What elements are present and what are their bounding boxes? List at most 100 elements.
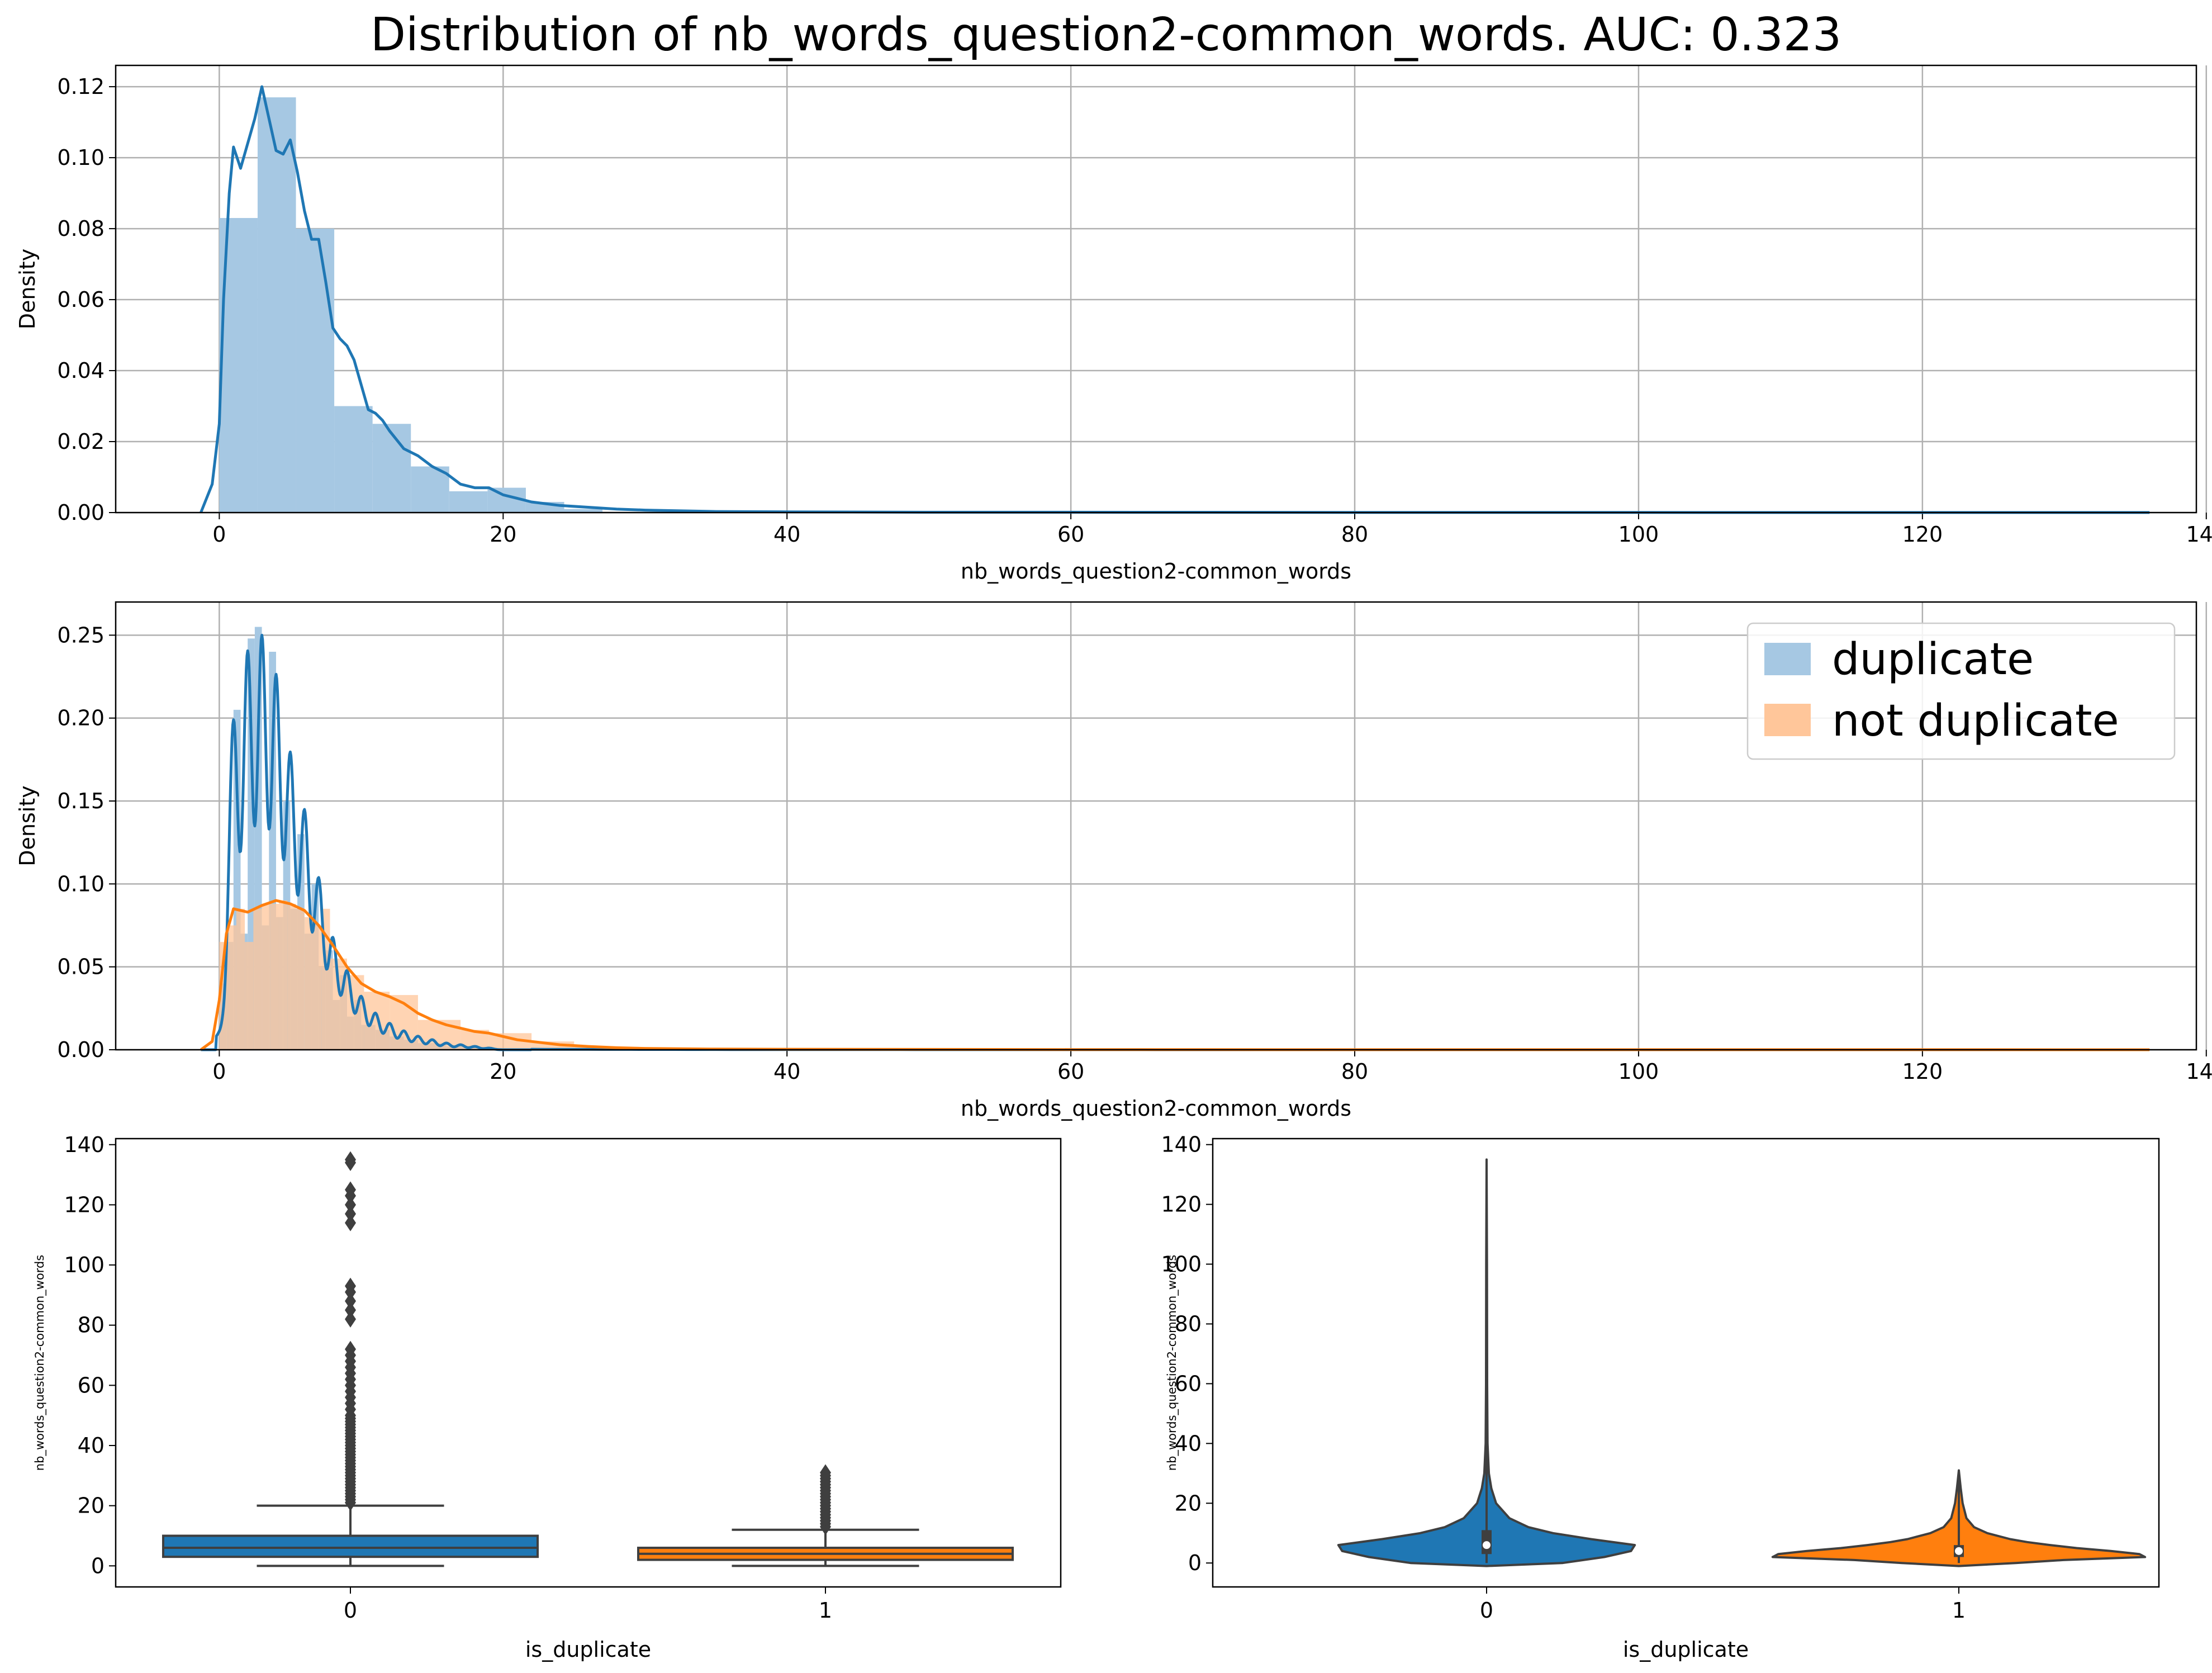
y-axis-label: nb_words_question2-common_words (33, 1255, 47, 1471)
outlier (345, 1277, 356, 1295)
x-tick-label: 1 (1952, 1598, 1966, 1623)
kde-line (200, 85, 2150, 514)
y-tick-label: 0.08 (57, 216, 105, 241)
y-tick-label: 140 (1161, 1132, 1202, 1157)
y-tick-label: 120 (64, 1192, 105, 1217)
y-tick-label: 80 (1175, 1311, 1202, 1336)
x-tick-label: 40 (773, 1059, 800, 1084)
not-duplicate-histogram-bar (270, 903, 279, 1050)
not-duplicate-histogram-bar (279, 901, 288, 1050)
x-tick-label: 60 (1057, 522, 1084, 547)
y-tick-label: 20 (78, 1494, 105, 1518)
legend-swatch-duplicate (1764, 643, 1811, 675)
outlier (345, 1340, 356, 1358)
y-axis-label: Density (15, 249, 40, 329)
not-duplicate-histogram-bar (304, 917, 313, 1050)
outlier (345, 1292, 356, 1310)
axes-frame (115, 1138, 1062, 1588)
x-tick-label: 20 (490, 1059, 516, 1084)
outlier (345, 1214, 356, 1231)
axes-frame (115, 601, 2197, 1051)
y-tick-label: 0.04 (57, 358, 105, 383)
y-tick-label: 0 (91, 1553, 105, 1578)
not-duplicate-histogram-bar (312, 925, 322, 1050)
y-tick-label: 100 (1161, 1252, 1202, 1277)
not-duplicate-histogram-bar (253, 908, 262, 1050)
x-tick-label: 140 (2186, 522, 2212, 547)
y-tick-label: 40 (1175, 1431, 1202, 1456)
y-tick-label: 0 (1188, 1551, 1202, 1575)
legend-box (1746, 622, 2176, 760)
x-tick-label: 40 (773, 522, 800, 547)
y-tick-label: 0.10 (57, 145, 105, 170)
histogram-bar (296, 229, 335, 513)
y-tick-label: 0.15 (57, 789, 105, 813)
x-tick-label: 0 (1480, 1598, 1493, 1623)
x-tick-label: 80 (1341, 522, 1368, 547)
outlier (345, 1205, 356, 1222)
boxplot: 0 20 40 60 80 100 120 140 0 1 is_duplicate nb_words… (33, 1132, 1062, 1662)
outlier (345, 1151, 356, 1168)
y-tick-label: 140 (64, 1132, 105, 1157)
violinplot: 0 20 40 60 80 100 120 140 0 1 is_duplicate nb_words… (1161, 1132, 2160, 1662)
x-tick-label: 0 (212, 522, 226, 547)
legend-label-duplicate: duplicate (1832, 634, 2034, 685)
histogram-bar (449, 491, 488, 513)
histogram-bar (257, 97, 296, 513)
x-axis-label: is_duplicate (1623, 1637, 1749, 1662)
outlier (345, 1301, 356, 1319)
histogram-bar (411, 466, 449, 513)
y-tick-label: 40 (78, 1433, 105, 1458)
y-tick-label: 0.10 (57, 871, 105, 896)
y-axis-label: nb_words_question2-common_words (1165, 1255, 1179, 1471)
y-tick-label: 0.12 (57, 74, 105, 99)
y-tick-label: 0.25 (57, 623, 105, 647)
outlier (345, 1196, 356, 1214)
violin-median-dot (1955, 1547, 1963, 1555)
not-duplicate-histogram-bar (262, 903, 270, 1050)
x-axis-label: nb_words_question2-common_words (961, 1096, 1351, 1121)
histogram-bar (564, 509, 603, 513)
x-tick-label: 120 (1902, 522, 1943, 547)
kde-histogram-by-class: 0 20 40 60 80 100 120 140 0.00 0.05 0.10 0.15 0.20 0.… (15, 601, 2212, 1121)
y-tick-label: 120 (1161, 1192, 1202, 1217)
y-tick-label: 80 (78, 1313, 105, 1338)
axes-background (116, 65, 2196, 513)
y-tick-label: 0.06 (57, 287, 105, 312)
y-tick-label: 0.00 (57, 1037, 105, 1062)
not-duplicate-histogram-bar (296, 908, 305, 1050)
axes-frame (115, 64, 2197, 514)
legend: duplicate not duplicate (1746, 622, 2176, 760)
kde-histogram-all: 0 20 40 60 80 100 120 140 0.00 0.02 0.04 0.06 0.08 0.… (15, 64, 2212, 584)
y-tick-label: 100 (64, 1253, 105, 1277)
box (162, 1534, 539, 1558)
y-tick-label: 60 (78, 1373, 105, 1397)
figure-title: Distribution of nb_words_question2-commo… (371, 8, 1841, 61)
x-tick-label: 140 (2186, 1059, 2212, 1084)
x-tick-label: 120 (1902, 1059, 1943, 1084)
y-tick-label: 20 (1175, 1491, 1202, 1515)
not-duplicate-histogram-bar (287, 903, 296, 1050)
x-tick-label: 60 (1057, 1059, 1084, 1084)
x-tick-label: 1 (819, 1598, 832, 1623)
y-tick-label: 0.00 (57, 500, 105, 525)
y-tick-label: 0.20 (57, 706, 105, 731)
x-tick-label: 80 (1341, 1059, 1368, 1084)
y-tick-label: 60 (1175, 1371, 1202, 1396)
histogram-bar (372, 424, 411, 513)
legend-swatch-not-duplicate (1764, 704, 1811, 736)
x-tick-label: 20 (490, 522, 516, 547)
y-tick-label: 0.05 (57, 955, 105, 979)
histogram-bar (334, 406, 373, 513)
x-axis-label: nb_words_question2-common_words (961, 559, 1351, 584)
x-axis-label: is_duplicate (525, 1637, 651, 1662)
not-duplicate-histogram-bar (245, 942, 254, 1050)
outlier (345, 1310, 356, 1328)
y-tick-label: 0.02 (57, 429, 105, 454)
x-tick-label: 100 (1618, 522, 1659, 547)
not-duplicate-histogram-bar (227, 925, 236, 1050)
outlier (345, 1181, 356, 1198)
outlier (820, 1464, 831, 1481)
x-tick-label: 100 (1618, 1059, 1659, 1084)
